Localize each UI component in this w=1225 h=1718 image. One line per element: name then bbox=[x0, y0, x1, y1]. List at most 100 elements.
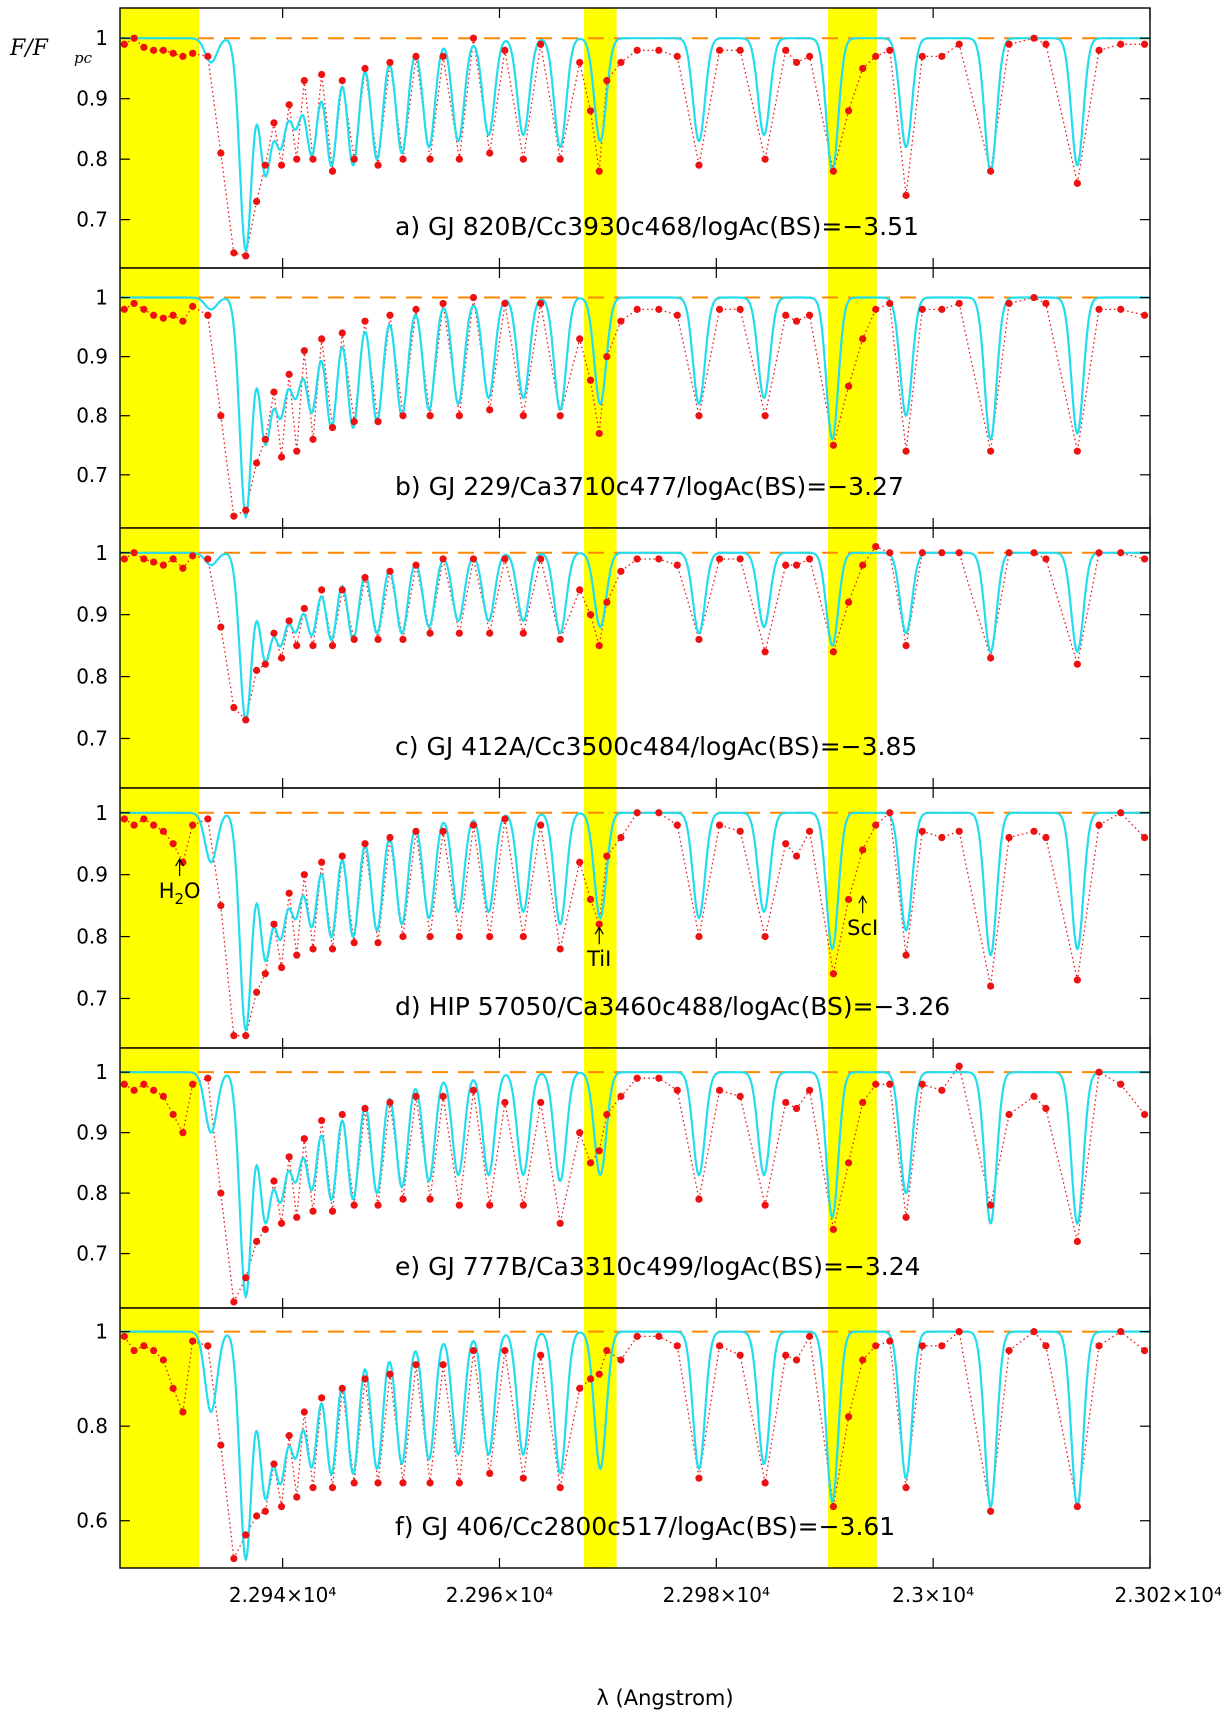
observed-point bbox=[501, 555, 509, 563]
observed-point bbox=[455, 1479, 463, 1487]
observed-point bbox=[486, 629, 494, 637]
observed-point bbox=[761, 155, 769, 163]
observed-point bbox=[399, 412, 407, 420]
observed-point bbox=[150, 46, 158, 54]
observed-point bbox=[350, 939, 358, 947]
observed-point bbox=[300, 1408, 308, 1416]
observed-point bbox=[556, 412, 564, 420]
observed-point bbox=[120, 305, 128, 313]
observed-point bbox=[486, 1469, 494, 1478]
observed-point bbox=[1005, 1110, 1013, 1119]
observed-point bbox=[1073, 1237, 1081, 1246]
panel-label: f) GJ 406/Cc2800c517/logAc(BS)=−3.61 bbox=[395, 1512, 895, 1541]
observed-point bbox=[242, 252, 250, 260]
observed-point bbox=[537, 299, 545, 308]
observed-point bbox=[140, 555, 148, 563]
observed-point bbox=[859, 335, 867, 343]
observed-point bbox=[519, 412, 527, 420]
observed-point bbox=[439, 52, 447, 60]
observed-point bbox=[576, 858, 584, 866]
y-axis-label: F/F bbox=[9, 36, 49, 61]
observed-point bbox=[120, 555, 128, 563]
observed-point bbox=[859, 846, 867, 854]
model-spectrum bbox=[120, 37, 1150, 254]
observed-point bbox=[1005, 549, 1013, 557]
observed-point bbox=[918, 827, 926, 835]
observed-point bbox=[318, 1116, 326, 1125]
model-spectrum bbox=[120, 1330, 1150, 1563]
observed-point bbox=[169, 840, 177, 848]
annotation-label: TiI bbox=[586, 947, 611, 971]
observed-point bbox=[1095, 1342, 1103, 1350]
highlight-band bbox=[120, 268, 200, 528]
observed-point bbox=[361, 64, 369, 73]
observed-point bbox=[242, 1032, 250, 1040]
y-tick-label: 0.8 bbox=[76, 665, 108, 689]
observed-point bbox=[455, 155, 463, 163]
observed-point bbox=[715, 1086, 724, 1094]
observed-point bbox=[350, 155, 358, 163]
observed-point bbox=[217, 412, 225, 420]
observed-point bbox=[844, 895, 853, 904]
observed-point bbox=[1005, 40, 1013, 48]
observed-point bbox=[253, 666, 261, 674]
observed-point bbox=[338, 852, 346, 860]
observed-point bbox=[805, 1332, 814, 1340]
highlight-band bbox=[120, 528, 200, 788]
annotation-subscript: 2 bbox=[174, 890, 184, 908]
observed-point bbox=[844, 598, 853, 606]
panel-e: 0.7 0.8 0.9 1 e) GJ 777B/Ca3310c499/logAc(BS… bbox=[76, 1047, 1151, 1309]
observed-point bbox=[1042, 1342, 1050, 1350]
observed-point bbox=[293, 642, 301, 650]
observed-point bbox=[859, 1098, 867, 1107]
observed-point bbox=[412, 52, 420, 60]
observed-point bbox=[761, 1201, 769, 1209]
observed-point bbox=[761, 412, 769, 420]
x-axis-label: λ (Angstrom) bbox=[596, 1686, 733, 1710]
observed-point bbox=[309, 1207, 317, 1215]
observed-point bbox=[886, 299, 894, 308]
observed-point bbox=[1042, 299, 1050, 308]
observed-point bbox=[673, 821, 681, 829]
observed-point bbox=[1140, 555, 1149, 563]
observed-point bbox=[412, 1092, 420, 1100]
observed-point bbox=[261, 1507, 269, 1515]
highlight-band bbox=[584, 8, 617, 268]
observed-point bbox=[455, 932, 463, 941]
observed-point bbox=[338, 329, 346, 337]
observed-point bbox=[361, 1104, 369, 1113]
observed-point bbox=[399, 932, 407, 941]
observed-point bbox=[426, 412, 434, 420]
panel-plot-area bbox=[120, 1048, 1150, 1308]
observed-point bbox=[242, 1274, 250, 1282]
observed-point bbox=[120, 40, 128, 48]
observed-point bbox=[179, 564, 187, 572]
y-tick-label: 0.9 bbox=[76, 603, 108, 627]
observed-point bbox=[242, 1531, 250, 1539]
observed-point bbox=[955, 1328, 963, 1336]
observed-point bbox=[338, 1110, 346, 1119]
y-tick-label: 0.6 bbox=[76, 1509, 108, 1533]
observed-point bbox=[338, 586, 346, 594]
observed-point bbox=[1005, 833, 1013, 842]
observed-point bbox=[130, 34, 138, 42]
observed-point bbox=[169, 555, 177, 563]
y-tick-label: 1 bbox=[95, 286, 108, 310]
observed-point bbox=[374, 418, 382, 426]
observed-point bbox=[169, 1110, 177, 1119]
observed-point bbox=[150, 558, 158, 566]
observed-point bbox=[285, 101, 293, 109]
observed-point bbox=[253, 1237, 261, 1246]
observed-point bbox=[1030, 1328, 1038, 1336]
observed-point bbox=[338, 1384, 346, 1392]
observed-point bbox=[955, 549, 963, 557]
observed-point bbox=[318, 1394, 326, 1402]
observed-point bbox=[412, 827, 420, 835]
observed-point bbox=[130, 1086, 138, 1094]
observed-point bbox=[1073, 976, 1081, 984]
observed-point bbox=[1140, 1346, 1149, 1355]
observed-point bbox=[189, 821, 197, 829]
observed-connector bbox=[123, 1064, 1146, 1305]
observed-point bbox=[655, 555, 663, 563]
observed-point bbox=[1073, 447, 1081, 455]
